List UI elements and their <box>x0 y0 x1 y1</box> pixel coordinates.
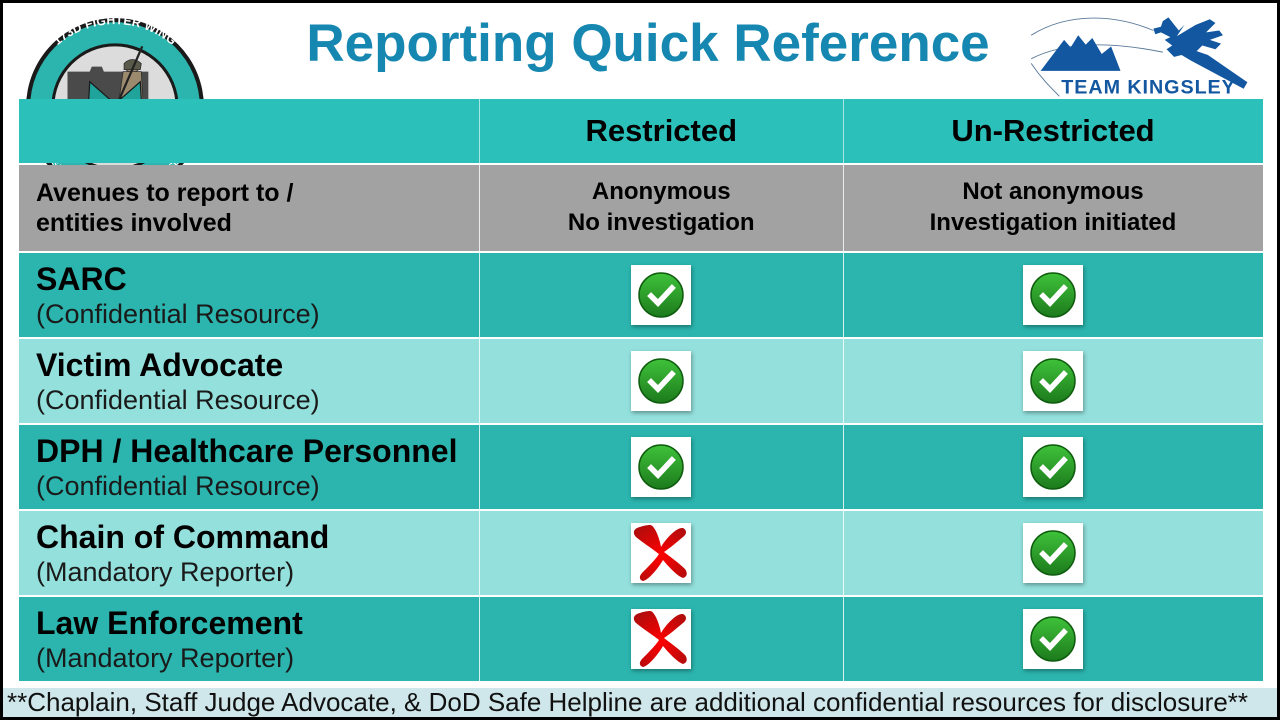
svg-text:TEAM KINGSLEY: TEAM KINGSLEY <box>1061 76 1236 98</box>
